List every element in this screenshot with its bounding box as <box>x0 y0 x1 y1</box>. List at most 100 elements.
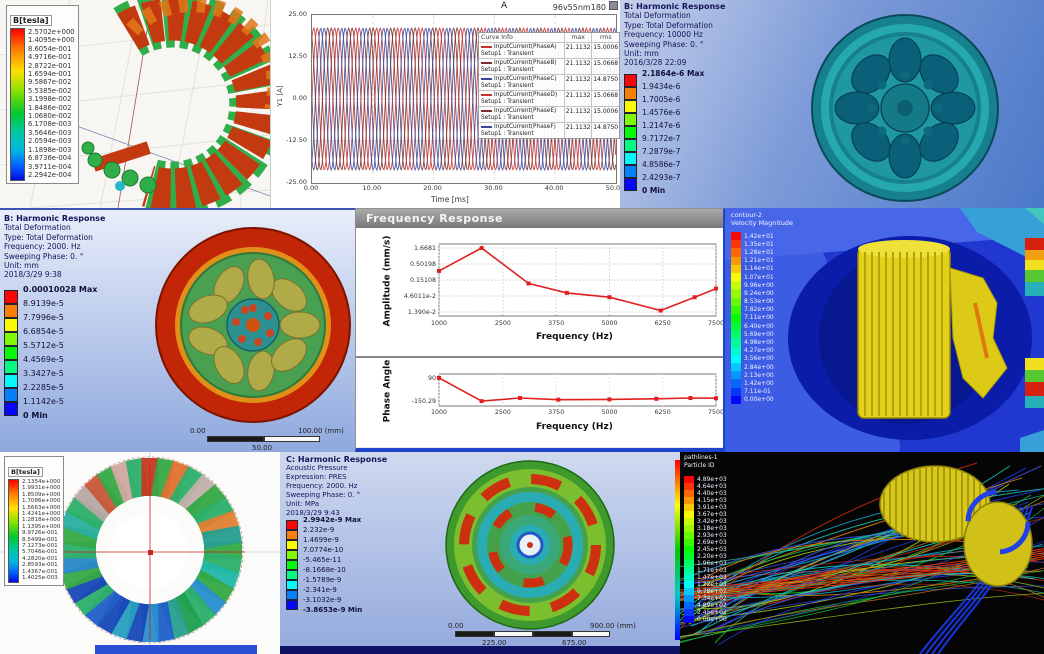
field-legend: B[tesla] 2.1354e+000 1.9931e+000 1.8509e+0… <box>4 456 65 587</box>
colorbar-row: 7.11e+00 <box>731 313 774 323</box>
curve-swatch <box>481 77 492 80</box>
colorbar-label: 1.9434e-6 <box>642 82 681 92</box>
colorbar-label: 1.1395e+000 <box>22 523 61 530</box>
colorbar-row: 1.21e+01 <box>731 256 774 265</box>
colorbar-label: 1.2818e+000 <box>22 517 61 524</box>
field-legend: B[tesla] 2.5702e+000 1.4095e+000 8.6054e-0… <box>6 5 79 185</box>
phase-y-tick: 90 <box>427 374 436 382</box>
streamlines-graphic <box>680 462 1044 654</box>
colorbar-band <box>731 248 741 257</box>
transient-current-plot: A 96v55nm180 Y1 [A] Time [ms] Curve Info… <box>270 0 621 208</box>
colorbar-label: -3.1032e-9 <box>303 595 342 604</box>
colorbar-row: 3.91e+03 <box>684 504 727 511</box>
colorbar-label: 0.00e+00 <box>744 396 774 404</box>
colorbar-band <box>684 595 694 602</box>
legend-curve-cell: InputCurrent(PhaseD) Setup1 : Transient <box>479 91 565 106</box>
colorbar-label: 4.2820e-001 <box>22 555 58 562</box>
colorbar-label: 2.9942e-9 Max <box>303 515 362 524</box>
curve-rms: 15.0668 <box>593 60 619 67</box>
colorbar-band <box>684 511 694 518</box>
scale-end: 100.00 (mm) <box>298 427 344 435</box>
window-bottom-edge <box>280 646 680 654</box>
scale-q3: 675.00 <box>562 639 587 647</box>
frequency-axis-label-bottom: Frequency (Hz) <box>536 422 613 432</box>
colorbar-band <box>684 574 694 581</box>
colorbar-label: -5.465e-11 <box>303 555 342 564</box>
curve-swatch <box>481 109 492 112</box>
colorbar-band <box>731 240 741 249</box>
phase-y-tick: -150.29 <box>411 398 436 406</box>
colorbar-band <box>731 305 741 314</box>
scale-start: 0.00 <box>190 427 206 435</box>
colorbar-band <box>684 497 694 504</box>
colorbar-band <box>4 346 18 360</box>
colorbar-row: 3.42e+03 <box>684 518 727 525</box>
colorbar-band <box>624 152 637 165</box>
colorbar-row: 9.96e+00 <box>731 281 774 290</box>
x-tick: 30.00 <box>484 184 503 192</box>
colorbar-label: 9.78e+02 <box>697 588 727 595</box>
amp-x-tick: 5000 <box>601 320 618 327</box>
colorbar-label: 1.0680e-002 <box>28 112 72 121</box>
colorbar-row: 6.40e+00 <box>731 322 774 331</box>
chart-separator <box>356 356 723 358</box>
text-line: Unit: MPa <box>286 500 320 508</box>
colorbar-row: 1.35e+01 <box>731 240 774 249</box>
amp-x-tick: 3750 <box>548 320 565 327</box>
harmonic-response-left-panel: B: Harmonic Response Total Deformation Typ… <box>0 208 355 452</box>
colorbar-row: 4.64e+03 <box>684 483 727 490</box>
colorbar-label: 3.91e+03 <box>697 504 727 511</box>
deformation-colorbar: 0.00010028 Max 8.9139e-5 7.7996e-5 6.6854e-… <box>4 285 134 430</box>
colorbar-row: 5.69e+00 <box>731 330 774 339</box>
colorbar-label: -2.341e-9 <box>303 585 337 594</box>
text-line: Sweeping Phase: 0. ° <box>286 491 361 499</box>
window-titlebar[interactable]: Frequency Response <box>356 209 723 228</box>
colorbar-label: 1.7005e-6 <box>642 95 681 105</box>
colorbar-label: 7.11e+00 <box>744 314 774 322</box>
colorbar-label: 1.4576e-6 <box>642 108 681 118</box>
curve-rms: 15.0668 <box>593 92 619 99</box>
colorbar-row: 1.07e+01 <box>731 272 774 282</box>
colorbar-label: 2.1864e-6 Max <box>642 69 705 79</box>
colorbar-band <box>286 540 298 550</box>
model-label: 96v55nm180 <box>553 1 618 12</box>
colorbar-band <box>684 546 694 553</box>
colorbar-label: 9.24e+00 <box>744 289 774 297</box>
colorbar-band <box>8 479 19 584</box>
colorbar-label: 5.5385e-002 <box>28 86 72 95</box>
colorbar-label: 4.15e+03 <box>697 497 727 504</box>
legend-curve-cell: InputCurrent(PhaseF) Setup1 : Transient <box>479 123 565 138</box>
contour-legend-title: contour-2 Velocity Magnitude <box>731 211 793 227</box>
colorbar-band <box>684 518 694 525</box>
colorbar-band <box>624 178 637 191</box>
legend-row: InputCurrent(PhaseA) Setup1 : Transient 21… <box>479 42 619 58</box>
colorbar-label: 1.07e+01 <box>744 273 774 281</box>
colorbar-label: 1.4699e-9 <box>303 535 339 544</box>
text-line: 2016/3/28 22:09 <box>624 58 687 68</box>
curve-name-line: InputCurrent(PhaseD) <box>481 92 562 99</box>
colorbar-row: 1.47e+03 <box>684 574 727 581</box>
deformation-colorbar: 2.1864e-6 Max 1.9434e-6 1.7005e-6 1.4576e-6… <box>624 69 744 204</box>
contour-quantity: Velocity Magnitude <box>731 219 794 227</box>
colorbar-label: 1.5663e+000 <box>22 504 61 511</box>
colorbar-band <box>731 371 741 380</box>
colorbar-row: 2.13e+00 <box>731 371 774 380</box>
colorbar-label: 3.1998e-002 <box>28 95 72 104</box>
colorbar-label: 1.4367e-001 <box>22 568 58 575</box>
model-icon <box>609 1 618 10</box>
colorbar-label: 2.8722e-001 <box>28 61 72 70</box>
colorbar-band <box>4 332 18 346</box>
colorbar-band <box>731 264 741 273</box>
colorbar-band <box>731 256 741 265</box>
colorbar-label: 1.9931e+000 <box>22 485 61 492</box>
colorbar-label: 4.64e+03 <box>697 483 727 490</box>
pathlines-quantity: Particle ID <box>684 462 715 469</box>
colorbar-label: 7.82e+00 <box>744 306 774 314</box>
colorbar-band <box>684 476 694 483</box>
colorbar-band <box>286 520 298 530</box>
scale-segment <box>572 631 610 637</box>
colorbar-label: 7.1273e-001 <box>22 543 58 550</box>
phase-x-tick: 7500 <box>707 409 725 416</box>
phase-x-tick: 2500 <box>494 409 511 416</box>
text-line: Unit: mm <box>4 261 39 271</box>
